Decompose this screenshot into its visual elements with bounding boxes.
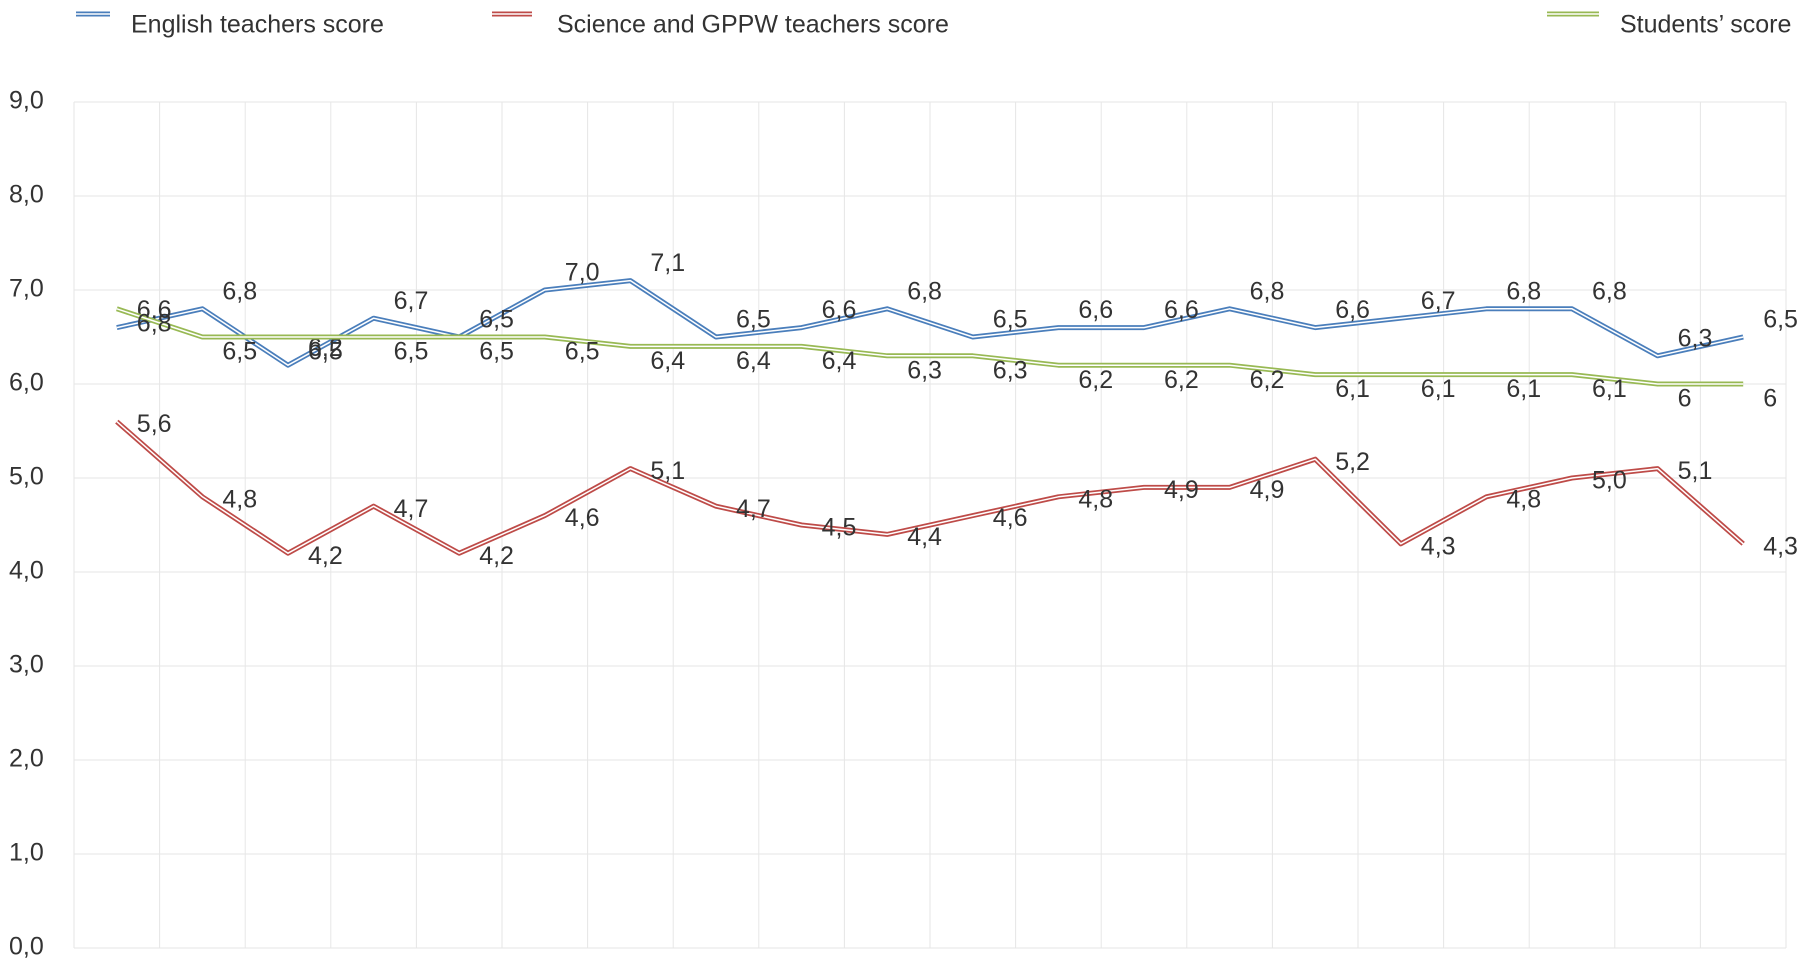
data-label: 6,8	[1592, 277, 1627, 305]
y-tick-label: 6,0	[9, 369, 44, 397]
data-label: 6	[1763, 385, 1777, 413]
y-tick-label: 0,0	[9, 933, 44, 960]
data-label: 5,1	[1678, 457, 1713, 485]
y-tick-label: 9,0	[9, 87, 44, 115]
data-label: 6,6	[1164, 296, 1199, 324]
data-label: 6,8	[1250, 277, 1285, 305]
data-label: 6,5	[565, 338, 600, 366]
data-label: 6,3	[993, 356, 1028, 384]
y-tick-label: 4,0	[9, 557, 44, 585]
data-label: 6,5	[736, 306, 771, 334]
data-label: 6,3	[1678, 324, 1713, 352]
data-label: 5,6	[137, 410, 172, 438]
data-label: 4,2	[308, 542, 343, 570]
data-label: 6,2	[1078, 366, 1113, 394]
data-label: 4,9	[1250, 476, 1285, 504]
data-label: 6,6	[822, 296, 857, 324]
data-label: 6,5	[1763, 306, 1798, 334]
data-label: 7,0	[565, 259, 600, 287]
data-label: 6,7	[394, 287, 429, 315]
data-label: 6,4	[822, 347, 857, 375]
y-tick-label: 1,0	[9, 839, 44, 867]
data-label: 5,1	[650, 457, 685, 485]
data-label: 6,6	[1335, 296, 1370, 324]
y-tick-label: 2,0	[9, 745, 44, 773]
data-label: 6,8	[137, 309, 172, 337]
data-label: 6,6	[1078, 296, 1113, 324]
series-line-core	[116, 421, 1744, 554]
y-tick-label: 8,0	[9, 181, 44, 209]
data-label: 6,7	[1421, 287, 1456, 315]
data-label: 4,6	[993, 504, 1028, 532]
data-label: 7,1	[650, 249, 685, 277]
data-label: 4,6	[565, 504, 600, 532]
data-label: 6,2	[1250, 366, 1285, 394]
data-label: 4,5	[822, 514, 857, 542]
series-line-core	[116, 308, 1744, 385]
y-tick-label: 5,0	[9, 463, 44, 491]
data-label: 6,1	[1506, 375, 1541, 403]
legend-label: English teachers score	[131, 11, 384, 39]
data-label: 4,3	[1421, 532, 1456, 560]
data-label: 6,5	[394, 338, 429, 366]
data-label: 4,7	[394, 495, 429, 523]
data-label: 4,2	[479, 542, 514, 570]
series-line-core	[116, 279, 1744, 366]
data-label: 4,4	[907, 523, 942, 551]
data-label: 4,3	[1763, 532, 1798, 560]
data-label: 6,5	[479, 306, 514, 334]
data-label: 5,0	[1592, 467, 1627, 495]
data-label: 4,8	[222, 485, 257, 513]
legend-label: Science and GPPW teachers score	[557, 11, 949, 39]
data-label: 4,9	[1164, 476, 1199, 504]
data-label: 6,8	[222, 277, 257, 305]
data-label: 6,8	[1506, 277, 1541, 305]
data-label: 6,2	[1164, 366, 1199, 394]
data-label: 6,1	[1421, 375, 1456, 403]
data-label: 6,8	[907, 277, 942, 305]
data-label: 4,8	[1506, 485, 1541, 513]
data-label: 6,5	[222, 338, 257, 366]
data-label: 6,5	[308, 338, 343, 366]
data-label: 5,2	[1335, 448, 1370, 476]
data-label: 6,5	[479, 338, 514, 366]
data-label: 6,4	[650, 347, 685, 375]
data-label: 6,4	[736, 347, 771, 375]
legend-label: Students’ score	[1620, 11, 1791, 39]
data-label: 6,1	[1592, 375, 1627, 403]
data-label: 4,7	[736, 495, 771, 523]
y-tick-label: 7,0	[9, 275, 44, 303]
data-label: 6,5	[993, 306, 1028, 334]
data-label: 4,8	[1078, 485, 1113, 513]
data-label: 6,3	[907, 356, 942, 384]
y-tick-label: 3,0	[9, 651, 44, 679]
data-label: 6	[1678, 385, 1692, 413]
data-label: 6,1	[1335, 375, 1370, 403]
